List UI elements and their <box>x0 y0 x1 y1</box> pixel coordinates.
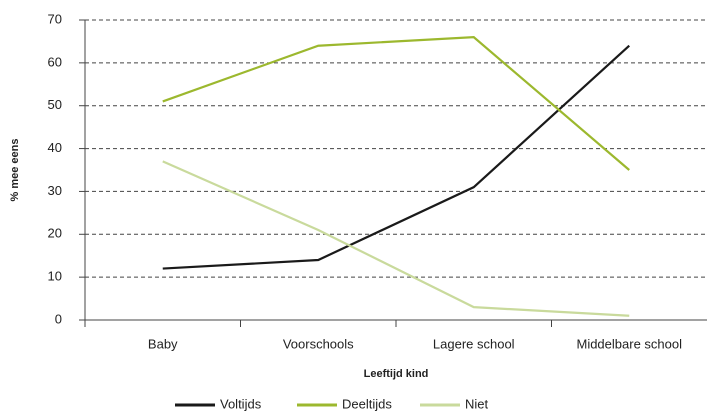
y-tick-label: 10 <box>48 269 62 284</box>
y-tick-label: 60 <box>48 54 62 69</box>
line-series <box>162 44 630 270</box>
y-tick-label: 40 <box>48 140 62 155</box>
x-tick-label: Voorschools <box>283 336 354 351</box>
x-tick-label: Baby <box>148 336 178 351</box>
line-series <box>162 36 630 171</box>
x-tick-label: Middelbare school <box>576 336 682 351</box>
legend-label: Voltijds <box>220 396 262 411</box>
y-tick-label: 20 <box>48 226 62 241</box>
y-tick-label: 0 <box>55 311 62 326</box>
y-axis-label: % mee eens <box>9 139 21 202</box>
legend-label: Deeltijds <box>342 396 392 411</box>
y-tick-label: 50 <box>48 97 62 112</box>
line-series <box>162 160 630 317</box>
legend-label: Niet <box>465 396 489 411</box>
x-tick-label: Lagere school <box>433 336 515 351</box>
y-tick-label: 30 <box>48 183 62 198</box>
y-tick-label: 70 <box>48 11 62 26</box>
x-axis-label: Leeftijd kind <box>364 368 429 380</box>
